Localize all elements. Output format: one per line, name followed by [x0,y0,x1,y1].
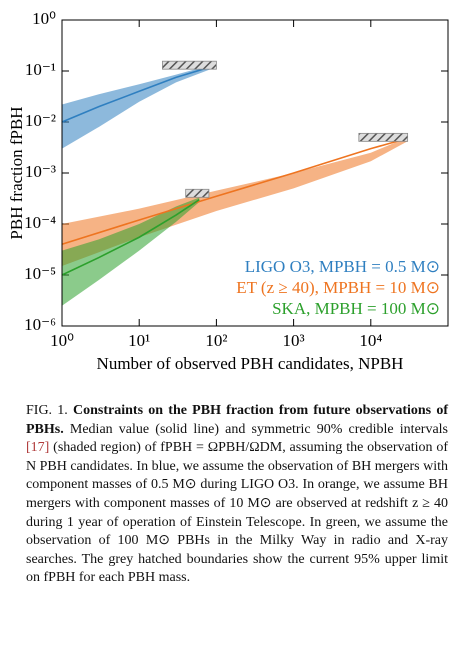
upper-limit [162,60,217,70]
caption-text: (shaded region) of fPBH = ΩPBH/ΩDM, assu… [26,440,448,586]
y-tick-label: 10⁻² [25,111,56,130]
legend-label: SKA, MPBH = 100 M⊙ [272,299,440,318]
x-tick-label: 10¹ [128,331,150,350]
citation: [17] [26,440,50,456]
y-tick-label: 10⁻¹ [25,60,56,79]
caption-label: FIG. 1. [26,403,68,418]
plot-frame [61,19,449,327]
median-line [61,137,408,246]
chart: Number of observed PBH candidates, NPBH … [7,9,449,373]
credible-band [62,63,217,149]
x-tick-label: 10³ [283,331,305,350]
y-axis-label: PBH fraction fPBH [7,106,26,239]
y-tick-label: 10⁻⁵ [24,264,56,283]
x-tick-label: 10⁴ [359,331,382,350]
median-line [61,64,217,123]
y-tick-label: 10⁻³ [25,162,56,181]
median-line [61,198,200,276]
caption-title: Constraints on the PBH fraction from fut… [26,403,448,437]
caption: FIG. 1. Constraints on the PBH fraction … [26,402,448,588]
y-tick-label: 10⁻⁶ [24,315,56,334]
x-tick-label: 10² [205,331,227,350]
upper-limit [358,132,409,142]
caption-text: Median value (solid line) and symmetric … [69,421,449,437]
y-tick-label: 10⁻⁴ [24,213,56,232]
x-tick-label: 10⁰ [50,331,74,350]
credible-band [62,197,200,306]
legend-label: ET (z ≥ 40), MPBH = 10 M⊙ [236,278,440,297]
legend-label: LIGO O3, MPBH = 0.5 M⊙ [245,257,440,276]
y-tick-label: 10⁰ [32,9,56,28]
upper-limit [185,188,210,198]
x-axis-label: Number of observed PBH candidates, NPBH [97,354,404,373]
